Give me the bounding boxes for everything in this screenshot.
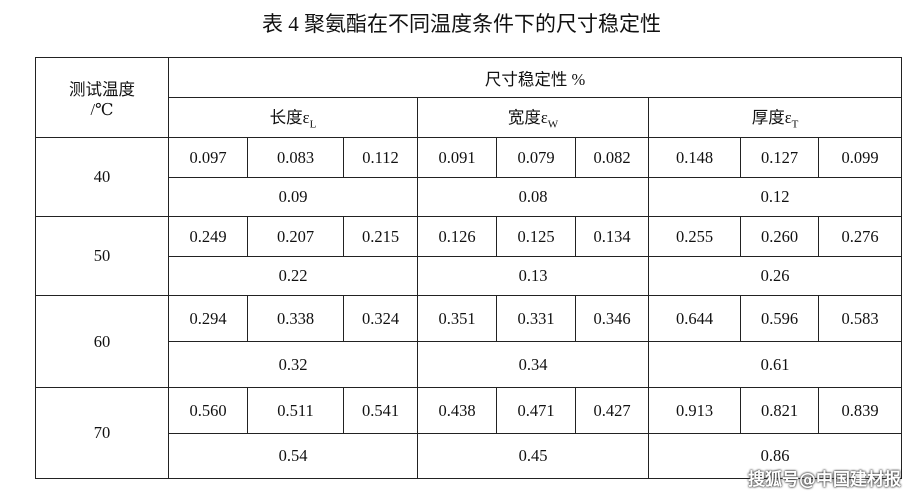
mean-cell: 0.32 bbox=[168, 341, 418, 388]
value-cell: 0.276 bbox=[817, 216, 903, 257]
value-cell: 0.099 bbox=[817, 137, 903, 178]
value-cell: 0.112 bbox=[343, 137, 418, 178]
value-cell: 0.438 bbox=[417, 387, 497, 434]
value-cell: 0.324 bbox=[343, 295, 418, 342]
value-row: 50 0.249 0.207 0.215 0.126 0.125 0.134 0.255 0.2… bbox=[35, 216, 903, 296]
subgroup-name: 厚度 bbox=[751, 108, 785, 128]
value-cell: 0.294 bbox=[168, 295, 248, 342]
value-cell: 0.083 bbox=[247, 137, 344, 178]
subgroup-sub: L bbox=[309, 118, 317, 131]
mean-row: 0.54 0.45 0.86 bbox=[36, 433, 903, 479]
mean-cell: 0.22 bbox=[168, 256, 418, 296]
value-cell: 0.541 bbox=[343, 387, 418, 434]
value-row: 70 0.560 0.511 0.541 0.438 0.471 0.427 0.913 0.8… bbox=[35, 387, 903, 479]
watermark: 搜狐号@中国建材报 bbox=[748, 470, 901, 490]
value-cell: 0.091 bbox=[417, 137, 497, 178]
value-cell: 0.913 bbox=[648, 387, 741, 434]
value-cell: 0.596 bbox=[740, 295, 819, 342]
value-cell: 0.082 bbox=[575, 137, 649, 178]
mean-cell: 0.34 bbox=[417, 341, 649, 388]
value-row: 60 0.294 0.338 0.324 0.351 0.331 0.346 0.644 0.5… bbox=[35, 295, 903, 388]
subgroup-header: 宽度εW bbox=[417, 97, 649, 138]
value-cell: 0.148 bbox=[648, 137, 741, 178]
table-title: 表 4 聚氨酯在不同温度条件下的尺寸稳定性 bbox=[262, 12, 661, 36]
subgroup-symbol: ε bbox=[302, 108, 310, 128]
value-row: 40 0.097 0.083 0.112 0.091 0.079 0.082 0.148 0.1… bbox=[35, 137, 903, 217]
mean-row: 0.22 0.13 0.26 bbox=[36, 256, 903, 296]
value-cell: 0.351 bbox=[417, 295, 497, 342]
mean-cell: 0.12 bbox=[647, 177, 903, 217]
value-cell: 0.249 bbox=[168, 216, 248, 257]
value-cell: 0.511 bbox=[247, 387, 344, 434]
value-cell: 0.207 bbox=[247, 216, 344, 257]
header-text: /℃ bbox=[90, 99, 114, 119]
subgroup-symbol: ε bbox=[784, 108, 792, 128]
header-cell: 尺寸稳定性 % bbox=[167, 57, 903, 98]
header-text: 测试温度 bbox=[69, 79, 135, 99]
value-cell: 0.215 bbox=[343, 216, 418, 257]
value-cell: 0.127 bbox=[740, 137, 819, 178]
value-cell: 0.471 bbox=[496, 387, 576, 434]
subgroup-header: 厚度εT bbox=[647, 97, 903, 138]
value-cell: 0.331 bbox=[496, 295, 576, 342]
subgroup-symbol: ε bbox=[540, 108, 548, 128]
value-cell: 0.644 bbox=[648, 295, 741, 342]
value-cell: 0.255 bbox=[648, 216, 741, 257]
mean-cell: 0.86 bbox=[647, 433, 903, 479]
mean-cell: 0.26 bbox=[647, 256, 903, 296]
temp-cell: 60 bbox=[35, 295, 169, 388]
mean-cell: 0.09 bbox=[168, 177, 418, 217]
header-cell: 测试温度/℃ bbox=[35, 57, 169, 138]
value-cell: 0.560 bbox=[168, 387, 248, 434]
value-cell: 0.097 bbox=[168, 137, 248, 178]
mean-cell: 0.54 bbox=[168, 433, 418, 479]
value-cell: 0.338 bbox=[247, 295, 344, 342]
mean-cell: 0.08 bbox=[417, 177, 649, 217]
value-cell: 0.821 bbox=[740, 387, 819, 434]
value-cell: 0.079 bbox=[496, 137, 576, 178]
temp-cell: 50 bbox=[35, 216, 169, 296]
mean-cell: 0.13 bbox=[417, 256, 649, 296]
mean-cell: 0.45 bbox=[417, 433, 649, 479]
value-cell: 0.346 bbox=[575, 295, 649, 342]
mean-row: 0.09 0.08 0.12 bbox=[36, 177, 903, 217]
value-cell: 0.260 bbox=[740, 216, 819, 257]
mean-row: 0.32 0.34 0.61 bbox=[36, 341, 903, 388]
table-body: 测试温度/℃ 尺寸稳定性 % 长度εL 宽度εW 厚度εT 40 0.097 0.083… bbox=[35, 57, 903, 479]
value-cell: 0.126 bbox=[417, 216, 497, 257]
value-cell: 0.839 bbox=[817, 387, 903, 434]
subgroup-sub: W bbox=[547, 118, 559, 131]
subgroup-name: 长度 bbox=[269, 108, 303, 128]
value-cell: 0.134 bbox=[575, 216, 649, 257]
value-cell: 0.583 bbox=[817, 295, 903, 342]
subgroup-sub: T bbox=[791, 118, 799, 131]
value-cell: 0.427 bbox=[575, 387, 649, 434]
value-cell: 0.125 bbox=[496, 216, 576, 257]
temp-cell: 40 bbox=[35, 137, 169, 217]
subgroup-name: 宽度 bbox=[507, 108, 541, 128]
data-table: 测试温度/℃ 尺寸稳定性 % 长度εL 宽度εW 厚度εT 40 0.097 0.083… bbox=[35, 57, 903, 479]
subgroup-header: 长度εL bbox=[168, 97, 418, 138]
temp-cell: 70 bbox=[35, 387, 169, 479]
mean-cell: 0.61 bbox=[647, 341, 903, 388]
